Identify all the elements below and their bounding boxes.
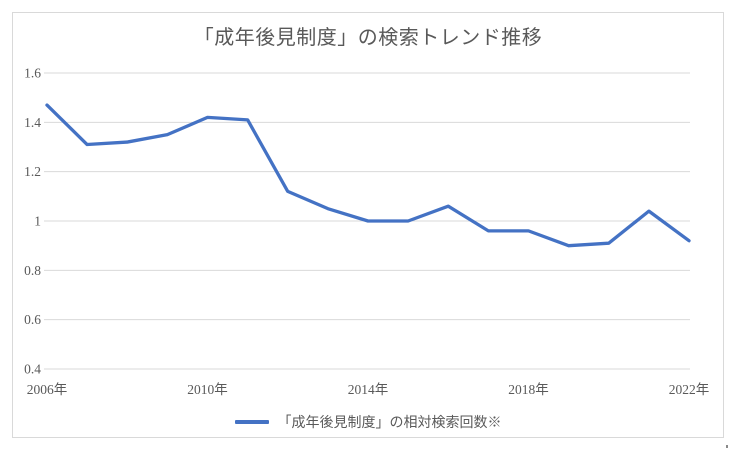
x-tick-label: 2006年 bbox=[27, 382, 68, 397]
y-tick-label: 0.6 bbox=[24, 312, 41, 327]
chart-title: 「成年後見制度」の検索トレンド推移 bbox=[193, 27, 543, 49]
y-tick-label: 1.2 bbox=[24, 164, 41, 179]
y-tick-label: 0.8 bbox=[24, 263, 41, 278]
x-tick-label: 2010年 bbox=[187, 382, 228, 397]
y-tick-label: 1 bbox=[34, 214, 41, 229]
screen-artifact-dot bbox=[726, 445, 728, 448]
x-tick-label: 2022年 bbox=[669, 382, 710, 397]
line-chart-plot-area: 0.4 0.6 0.8 1 1.2 1.4 1.6 2006年 2010年 2014年 2018年 2… bbox=[24, 66, 710, 398]
chart-frame: 「成年後見制度」の検索トレンド推移 0.4 0.6 0.8 1 1.2 1.4 1.6 200… bbox=[12, 12, 724, 438]
y-tick-label: 1.6 bbox=[24, 66, 41, 81]
x-tick-label: 2014年 bbox=[348, 382, 389, 397]
legend: 「成年後見制度」の相対検索回数※ bbox=[13, 412, 723, 432]
trend-line bbox=[45, 103, 691, 248]
y-tick-label: 0.4 bbox=[24, 362, 41, 377]
y-tick-label: 1.4 bbox=[24, 115, 41, 130]
x-tick-label: 2018年 bbox=[508, 382, 549, 397]
legend-label: 「成年後見制度」の相対検索回数※ bbox=[277, 416, 502, 431]
legend-line-marker bbox=[234, 420, 269, 424]
